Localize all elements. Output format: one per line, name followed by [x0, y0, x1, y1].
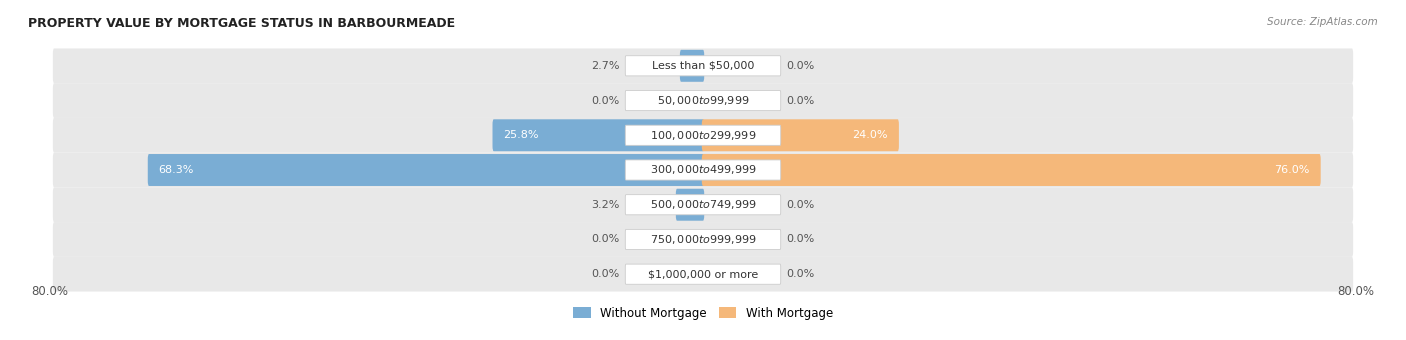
Text: $500,000 to $749,999: $500,000 to $749,999	[650, 198, 756, 211]
FancyBboxPatch shape	[148, 154, 704, 186]
FancyBboxPatch shape	[681, 50, 704, 82]
FancyBboxPatch shape	[676, 189, 704, 221]
FancyBboxPatch shape	[53, 118, 1353, 153]
FancyBboxPatch shape	[53, 257, 1353, 292]
Text: $300,000 to $499,999: $300,000 to $499,999	[650, 164, 756, 176]
FancyBboxPatch shape	[626, 230, 780, 250]
Text: $50,000 to $99,999: $50,000 to $99,999	[657, 94, 749, 107]
Text: 2.7%: 2.7%	[591, 61, 620, 71]
FancyBboxPatch shape	[626, 160, 780, 180]
Text: 80.0%: 80.0%	[31, 285, 69, 298]
FancyBboxPatch shape	[53, 153, 1353, 187]
FancyBboxPatch shape	[626, 90, 780, 110]
Text: 0.0%: 0.0%	[786, 200, 815, 210]
Text: 0.0%: 0.0%	[591, 269, 620, 279]
FancyBboxPatch shape	[702, 154, 1320, 186]
FancyBboxPatch shape	[53, 83, 1353, 118]
Text: 24.0%: 24.0%	[852, 130, 889, 140]
Legend: Without Mortgage, With Mortgage: Without Mortgage, With Mortgage	[568, 302, 838, 324]
Text: 0.0%: 0.0%	[786, 235, 815, 244]
Text: 0.0%: 0.0%	[591, 235, 620, 244]
Text: 76.0%: 76.0%	[1274, 165, 1310, 175]
FancyBboxPatch shape	[626, 264, 780, 284]
FancyBboxPatch shape	[626, 56, 780, 76]
FancyBboxPatch shape	[53, 222, 1353, 257]
Text: 0.0%: 0.0%	[786, 61, 815, 71]
FancyBboxPatch shape	[492, 119, 704, 151]
Text: 3.2%: 3.2%	[591, 200, 620, 210]
Text: Source: ZipAtlas.com: Source: ZipAtlas.com	[1267, 17, 1378, 27]
Text: 68.3%: 68.3%	[159, 165, 194, 175]
Text: 0.0%: 0.0%	[591, 96, 620, 105]
Text: $100,000 to $299,999: $100,000 to $299,999	[650, 129, 756, 142]
FancyBboxPatch shape	[626, 195, 780, 215]
Text: $1,000,000 or more: $1,000,000 or more	[648, 269, 758, 279]
Text: $750,000 to $999,999: $750,000 to $999,999	[650, 233, 756, 246]
FancyBboxPatch shape	[53, 187, 1353, 222]
FancyBboxPatch shape	[53, 48, 1353, 83]
Text: 0.0%: 0.0%	[786, 96, 815, 105]
FancyBboxPatch shape	[626, 125, 780, 145]
Text: 80.0%: 80.0%	[1337, 285, 1375, 298]
Text: 25.8%: 25.8%	[503, 130, 538, 140]
FancyBboxPatch shape	[702, 119, 898, 151]
Text: PROPERTY VALUE BY MORTGAGE STATUS IN BARBOURMEADE: PROPERTY VALUE BY MORTGAGE STATUS IN BAR…	[28, 17, 456, 30]
Text: Less than $50,000: Less than $50,000	[652, 61, 754, 71]
Text: 0.0%: 0.0%	[786, 269, 815, 279]
